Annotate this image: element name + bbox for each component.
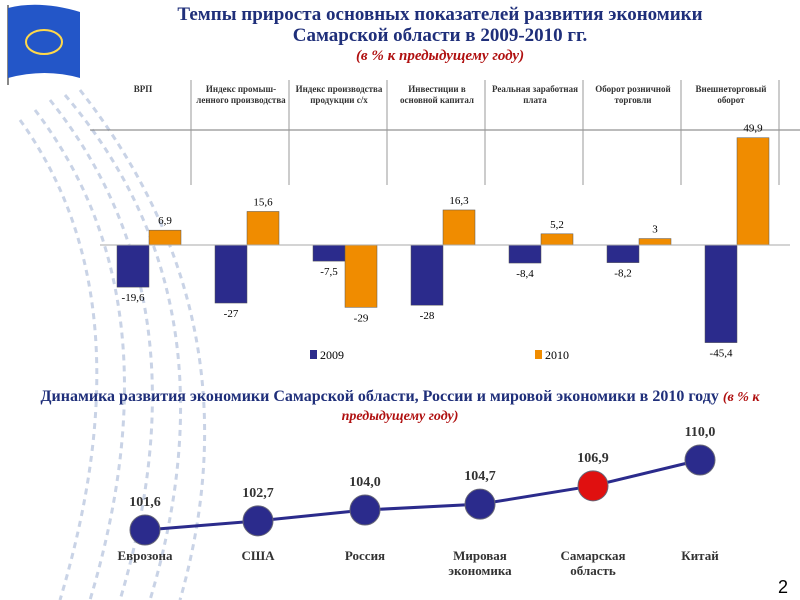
bar (246, 211, 280, 246)
value-label: -7,5 (320, 266, 338, 278)
value-label: -28 (420, 310, 435, 322)
value-label: 16,3 (449, 195, 469, 207)
chart-title-text: Динамика развития экономики Самарской об… (40, 388, 719, 405)
category-label: Еврозона (117, 548, 173, 563)
chart-subtitle: (в % к предыдущему году) (341, 390, 760, 424)
value-label: -8,4 (516, 268, 534, 280)
category-label: Индекс производства продукции с/х (295, 84, 383, 105)
category-label: Россия (344, 548, 386, 563)
bar (540, 233, 574, 246)
value-label: -29 (354, 312, 369, 324)
category-label: Мировая экономика (448, 548, 512, 578)
bar (508, 244, 542, 264)
point (684, 444, 716, 476)
legend-swatch (310, 350, 317, 359)
value-label: -45,4 (710, 348, 733, 360)
bar (442, 209, 476, 246)
legend-swatch (535, 350, 542, 359)
value-label: -19,6 (122, 292, 145, 304)
value-label: 101,6 (129, 495, 161, 510)
point (129, 514, 161, 546)
value-label: 6,9 (158, 215, 172, 227)
legend-label: 2009 (320, 348, 344, 362)
bar (704, 244, 738, 343)
category-label: ВРП (133, 84, 153, 94)
category-label: Самарская область (560, 548, 626, 578)
decoration (18, 89, 207, 600)
category-label: Внешнеторговый оборот (695, 84, 767, 105)
bar (410, 244, 444, 306)
bar (116, 244, 150, 288)
value-label: 110,0 (685, 425, 716, 440)
category-label: США (241, 548, 275, 563)
point (349, 494, 381, 526)
value-label: -27 (224, 308, 239, 320)
value-label: 104,0 (349, 475, 381, 490)
value-label: 15,6 (253, 196, 273, 208)
bar (312, 244, 346, 262)
page-number: 2 (777, 577, 788, 597)
category-label: Реальная заработная плата (492, 84, 578, 105)
title: Темпы прироста основных показателей разв… (177, 4, 703, 46)
point (242, 505, 274, 537)
bar (606, 244, 640, 263)
subtitle: (в % к предыдущему году) (355, 48, 525, 64)
value-label: 104,7 (464, 469, 496, 484)
bar (638, 238, 672, 246)
chart-title: Динамика развития экономики Самарской об… (20, 388, 780, 426)
legend-label: 2010 (545, 348, 569, 362)
bar (214, 244, 248, 304)
value-label: 49,9 (743, 123, 763, 135)
line (144, 458, 701, 532)
flag (7, 4, 80, 85)
bar (344, 244, 378, 308)
bar (736, 137, 770, 246)
bar (148, 229, 182, 246)
point (577, 470, 609, 502)
category-label: Китай (681, 548, 719, 563)
value-label: -8,2 (614, 268, 631, 280)
category-label: Оборот розничной торговли (595, 84, 671, 105)
value-label: 106,9 (577, 451, 609, 466)
value-label: 102,7 (242, 486, 274, 501)
point (464, 488, 496, 520)
value-label: 3 (652, 224, 658, 236)
category-label: Инвестиции в основной капитал (400, 84, 474, 105)
value-label: 5,2 (550, 219, 564, 231)
category-label: Индекс промыш-ленного производства (196, 84, 286, 105)
